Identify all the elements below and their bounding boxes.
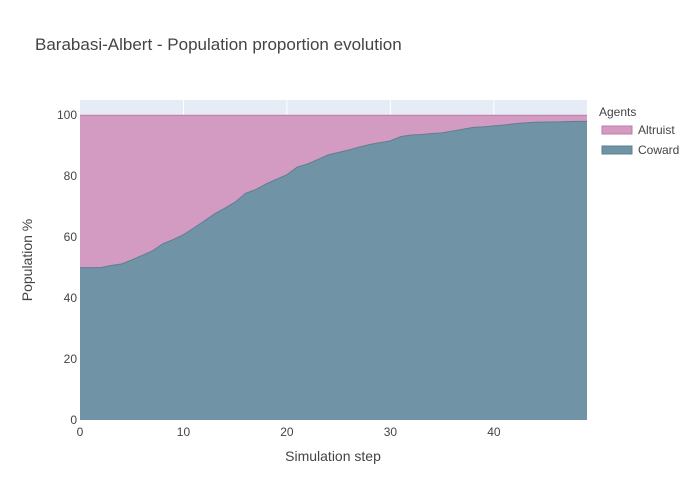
y-tick-label: 0: [70, 413, 77, 427]
coward-area[interactable]: [80, 121, 587, 420]
y-tick-label: 20: [64, 352, 78, 366]
chart-title: Barabasi-Albert - Population proportion …: [35, 35, 402, 54]
legend-swatch-altruist: [601, 125, 633, 135]
axis-ticks: 0 10 20 30 40 0 20 40 60 80 100: [57, 108, 501, 439]
area-series: [80, 114, 587, 420]
legend-label-coward: Coward: [638, 143, 679, 157]
x-tick-label: 30: [384, 425, 398, 439]
legend[interactable]: Agents Altruist Coward: [599, 105, 679, 157]
legend-title: Agents: [599, 105, 636, 119]
coward-line: [80, 120, 587, 269]
legend-label-altruist: Altruist: [638, 123, 675, 137]
y-axis-title: Population %: [19, 219, 35, 302]
legend-item-altruist[interactable]: Altruist: [601, 123, 675, 137]
x-tick-label: 0: [77, 425, 84, 439]
x-axis-title: Simulation step: [285, 448, 381, 464]
y-tick-label: 40: [64, 291, 78, 305]
legend-swatch-coward: [601, 145, 633, 155]
y-tick-label: 80: [64, 169, 78, 183]
altruist-area[interactable]: [80, 115, 587, 268]
legend-item-coward[interactable]: Coward: [601, 143, 679, 157]
y-tick-label: 100: [57, 108, 77, 122]
x-tick-label: 20: [280, 425, 294, 439]
y-tick-label: 60: [64, 230, 78, 244]
x-tick-label: 40: [487, 425, 501, 439]
x-tick-label: 10: [177, 425, 191, 439]
